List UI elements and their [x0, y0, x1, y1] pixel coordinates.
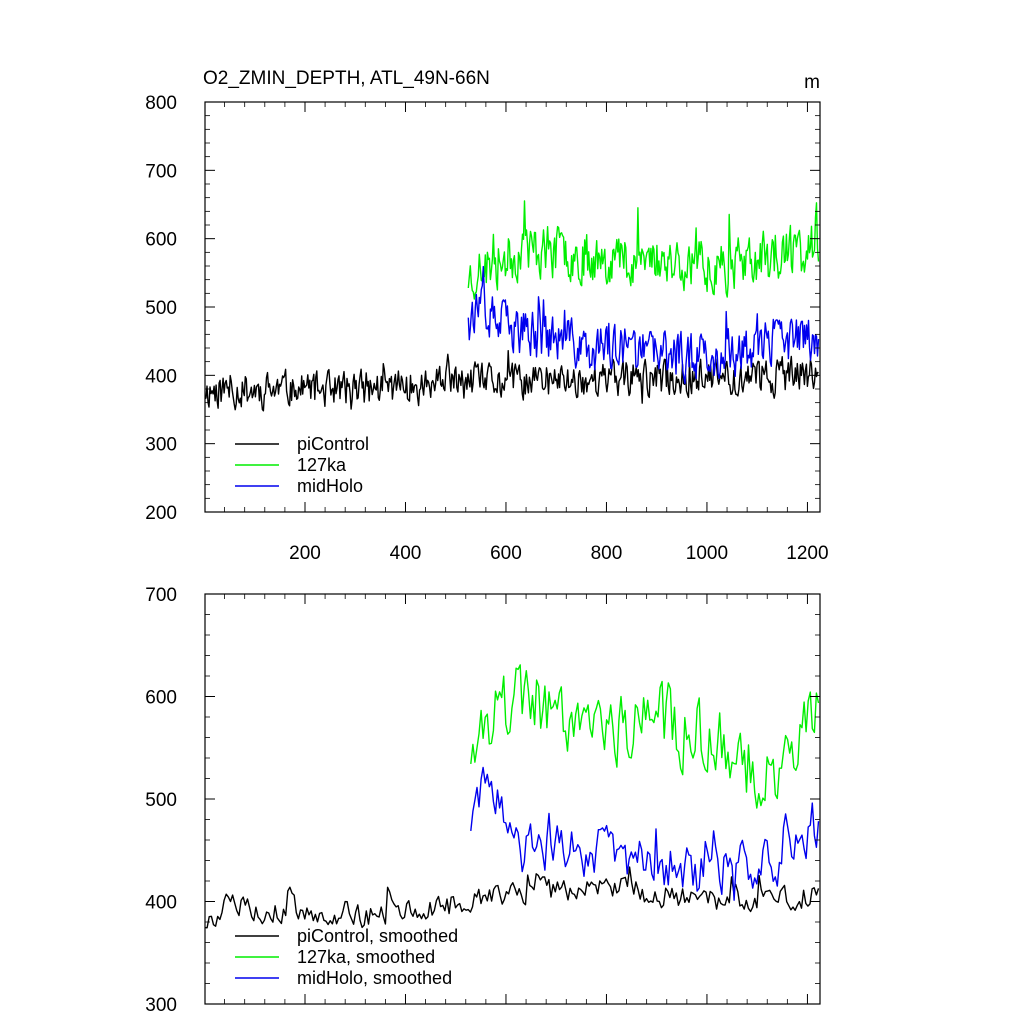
top-series-group [205, 200, 820, 412]
y-tick-label: 600 [145, 230, 177, 251]
series-line-midholo-smoothed [470, 766, 820, 901]
series-line-picontrol [205, 350, 819, 412]
bottom-panel: 300 400 500 600 700 piControl, smoothed127ka… [145, 585, 821, 1016]
y-tick-label: 500 [145, 298, 177, 319]
y-tick-label: 800 [145, 93, 177, 114]
y-tick-label: 700 [145, 585, 177, 606]
y-tick-label: 400 [145, 366, 177, 387]
y-tick-label: 600 [145, 688, 177, 709]
units-label: m [804, 72, 820, 93]
x-tick-label: 800 [591, 543, 623, 564]
chart-title: O2_ZMIN_DEPTH, ATL_49N-66N [203, 68, 490, 89]
x-tick-label: 200 [289, 543, 321, 564]
legend-label: piControl [297, 434, 369, 454]
x-tick-label: 600 [490, 543, 522, 564]
legend-label: midHolo, smoothed [297, 968, 452, 988]
y-tick-label: 200 [145, 503, 177, 524]
y-tick-label: 300 [145, 435, 177, 456]
y-tick-label: 700 [145, 161, 177, 182]
top-plot-frame [204, 101, 821, 513]
legend-label: piControl, smoothed [297, 926, 458, 946]
x-tick-label: 1200 [786, 543, 828, 564]
y-tick-label: 400 [145, 893, 177, 914]
series-line-picontrol-smoothed [205, 866, 820, 929]
top-axes-group: 200 300 400 500 600 700 800 200 400 600 800 1000 120… [145, 93, 828, 564]
series-line-127ka-smoothed [470, 664, 820, 809]
y-tick-label: 500 [145, 790, 177, 811]
legend-label: midHolo [297, 476, 363, 496]
bottom-axes-group: 300 400 500 600 700 [145, 585, 820, 1016]
y-tick-label: 300 [145, 995, 177, 1016]
x-tick-label: 400 [390, 543, 422, 564]
bottom-plot-frame [204, 593, 821, 1005]
series-line-midholo [467, 265, 820, 385]
bottom-series-group [205, 664, 820, 929]
x-tick-label: 1000 [686, 543, 728, 564]
series-line-127ka [467, 200, 820, 300]
legend-label: 127ka [297, 455, 347, 475]
top-panel: O2_ZMIN_DEPTH, ATL_49N-66N m 200 300 400 50… [145, 68, 828, 564]
legend-label: 127ka, smoothed [297, 947, 435, 967]
